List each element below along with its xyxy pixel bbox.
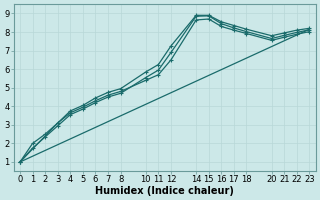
X-axis label: Humidex (Indice chaleur): Humidex (Indice chaleur) <box>95 186 234 196</box>
